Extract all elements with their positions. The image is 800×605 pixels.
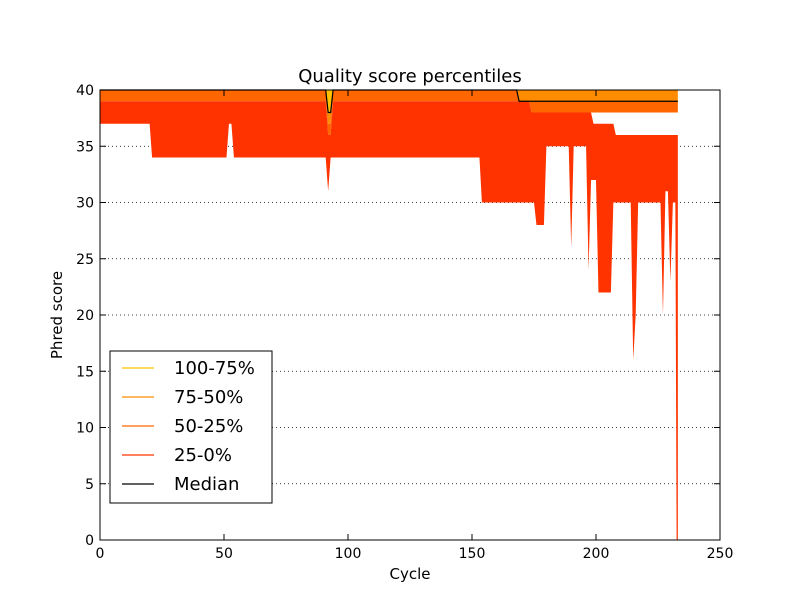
x-tick-label: 50	[215, 546, 233, 562]
band-75-50%	[100, 90, 678, 124]
y-tick-label: 15	[76, 364, 94, 380]
x-axis-title: Cycle	[390, 565, 431, 583]
legend-label: 100-75%	[174, 358, 255, 379]
band-25-0%	[100, 101, 678, 540]
chart-title: Quality score percentiles	[298, 66, 522, 87]
y-axis-title: Phred score	[48, 271, 66, 359]
y-tick-label: 20	[76, 308, 94, 324]
legend-label: 25-0%	[174, 445, 232, 466]
legend-label: 75-50%	[174, 387, 243, 408]
legend-label: Median	[174, 474, 239, 495]
y-tick-label: 35	[76, 139, 94, 155]
y-tick-label: 0	[85, 533, 94, 549]
y-tick-label: 10	[76, 421, 94, 437]
y-tick-label: 30	[76, 196, 94, 212]
x-tick-label: 0	[96, 546, 105, 562]
legend-box	[109, 350, 273, 504]
x-tick-label: 150	[459, 546, 486, 562]
x-tick-label: 200	[583, 546, 610, 562]
median-line	[100, 89, 678, 114]
y-tick-label: 5	[85, 477, 94, 493]
legend-label: 50-25%	[174, 416, 243, 437]
y-tick-label: 40	[76, 83, 94, 99]
x-tick-label: 250	[707, 546, 734, 562]
tick-layer: 0 50 100 150 200 250 0 5 10 15 20 25 30 35 40	[76, 83, 733, 562]
legend: 100-75% 75-50% 50-25% 25-0% Median	[109, 350, 273, 504]
median-layer	[100, 89, 678, 114]
y-tick-label: 25	[76, 252, 94, 268]
x-tick-label: 100	[335, 546, 362, 562]
